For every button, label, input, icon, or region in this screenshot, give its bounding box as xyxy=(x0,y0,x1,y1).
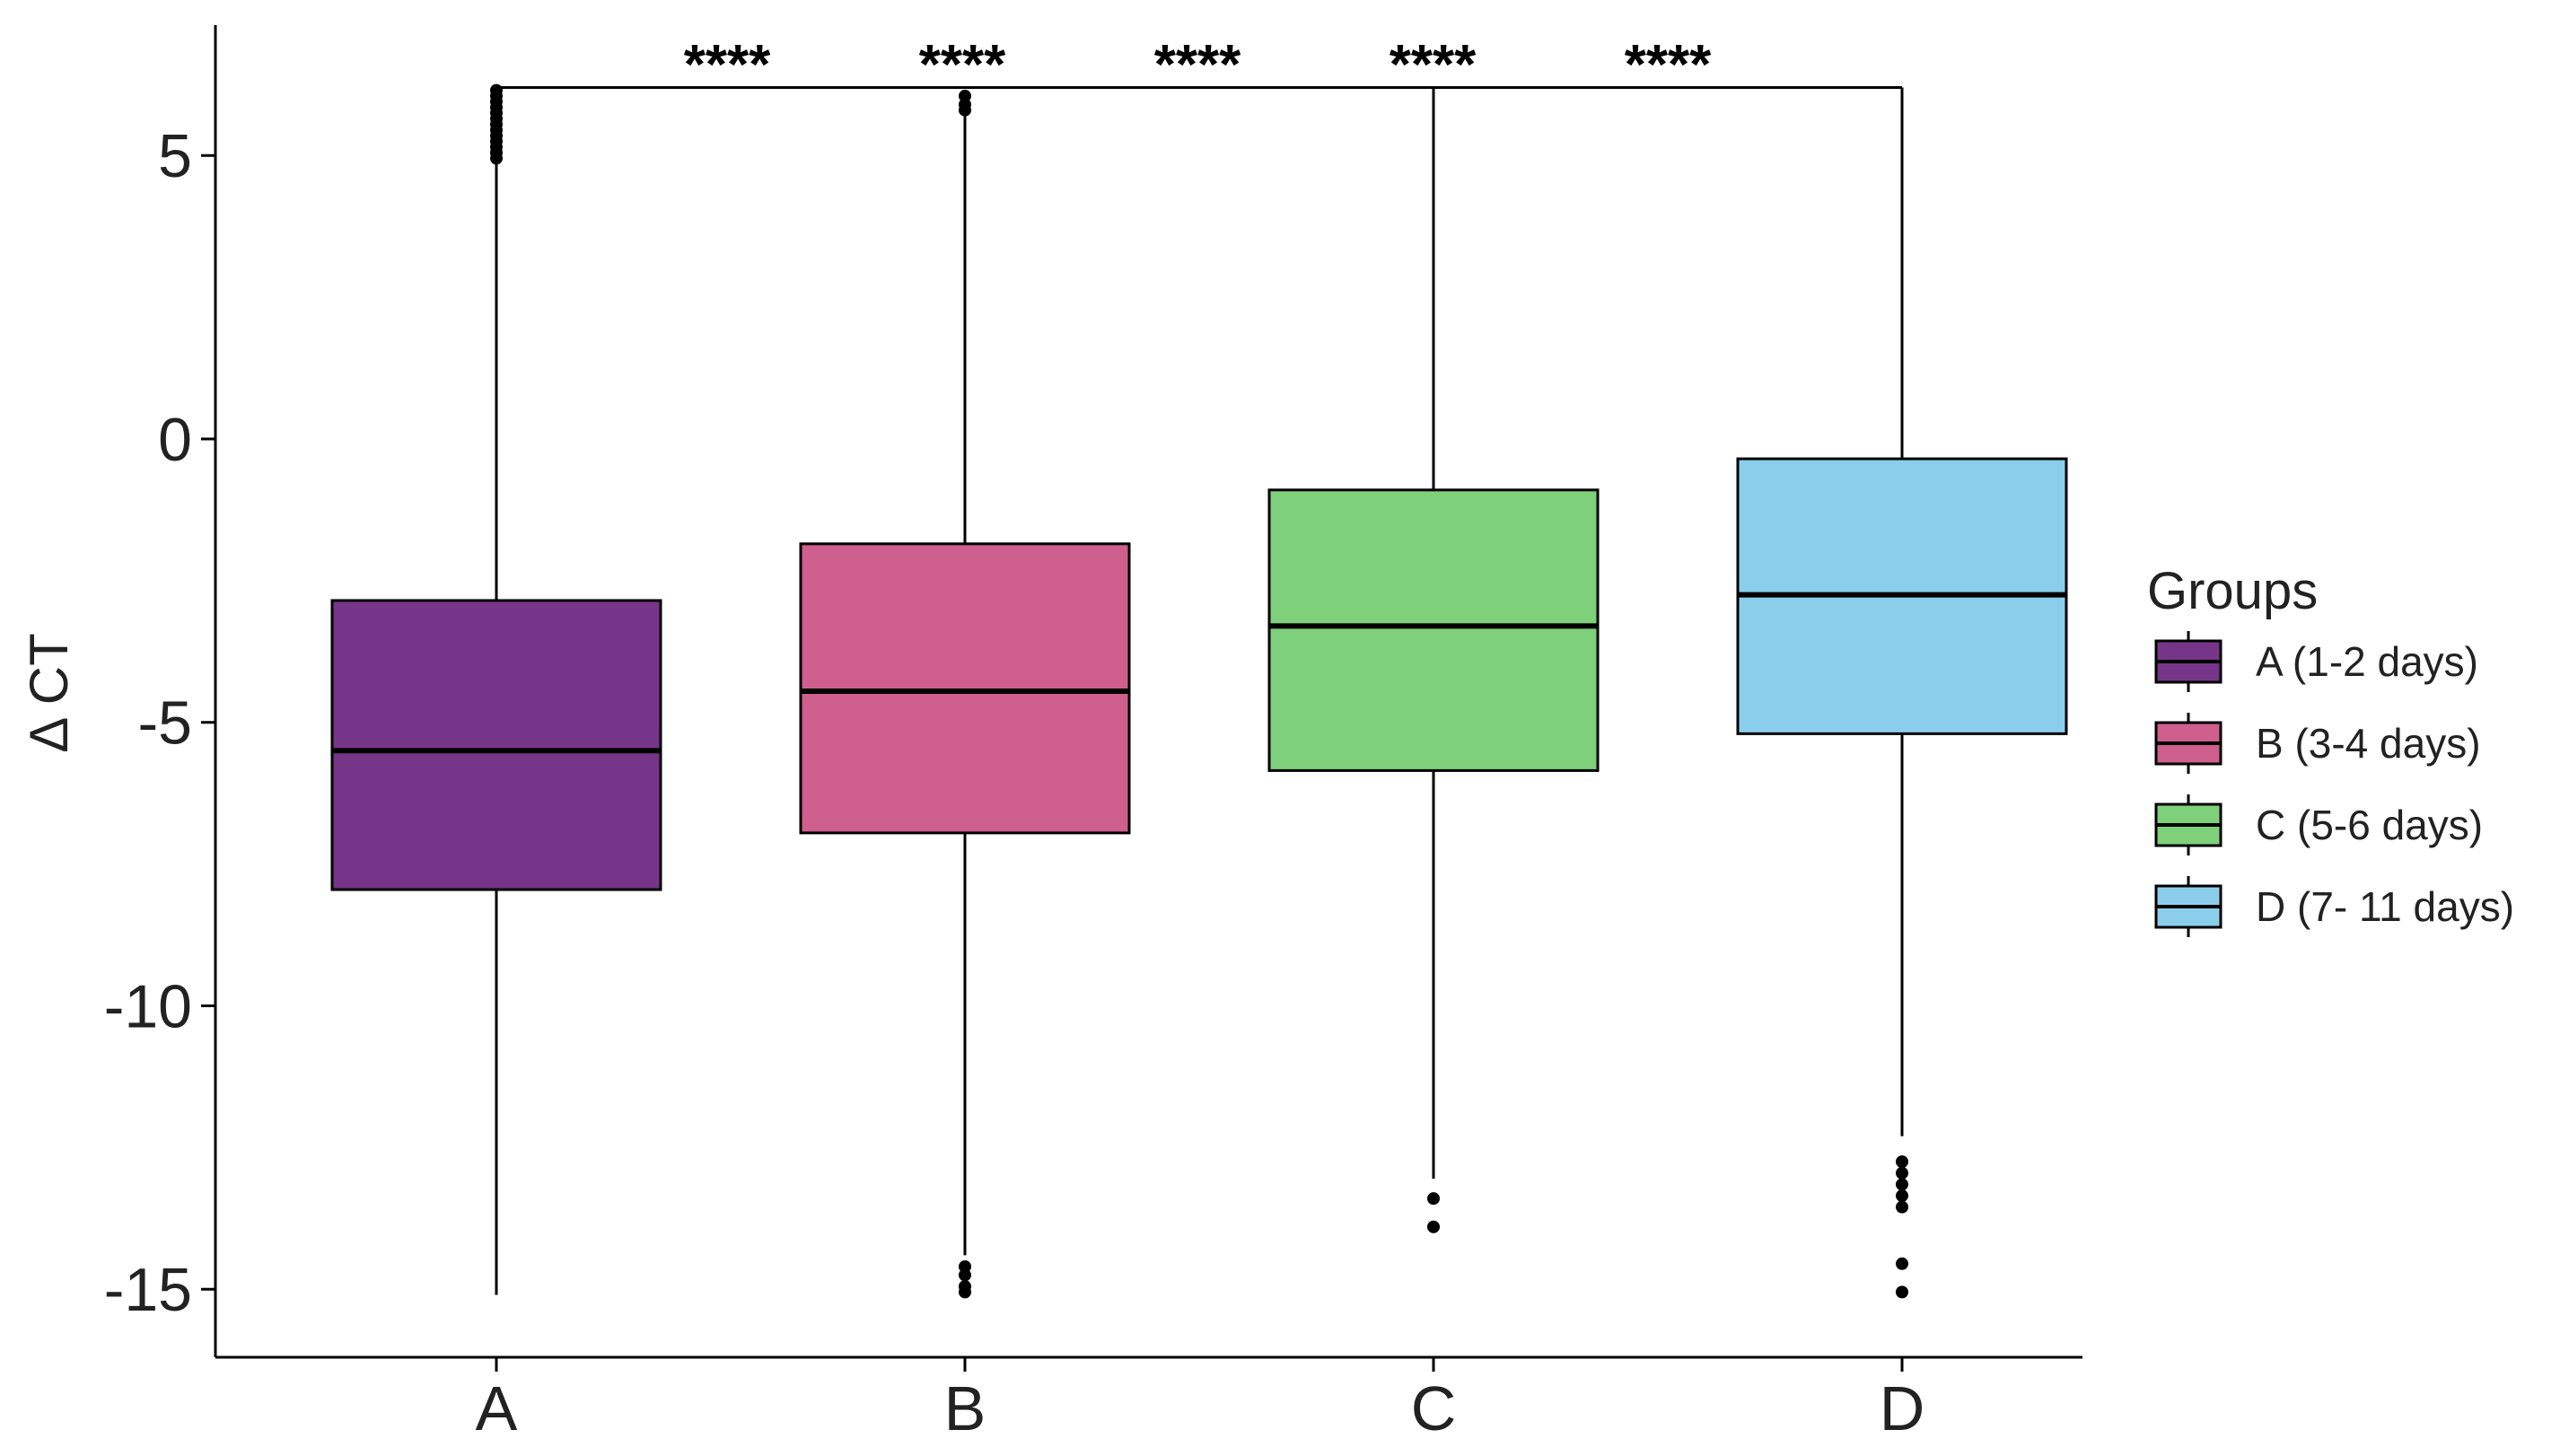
axes: 5 0 -5 -10 -15 A B C D Δ CT xyxy=(19,25,2082,1443)
legend-entry-label: B (3-4 days) xyxy=(2256,720,2481,767)
outlier-point xyxy=(1427,1220,1440,1233)
outlier-point xyxy=(959,89,971,102)
legend-entry-label: D (7- 11 days) xyxy=(2256,883,2514,930)
legend-entry-label: A (1-2 days) xyxy=(2256,638,2478,685)
outlier-point xyxy=(1896,1155,1908,1169)
y-tick-label: 0 xyxy=(158,406,192,474)
outlier-point xyxy=(1896,1178,1908,1191)
box-a xyxy=(330,599,662,891)
plot-area: **** **** **** **** **** xyxy=(330,34,2068,1299)
y-tick-label: -15 xyxy=(104,1256,192,1324)
significance-label: **** xyxy=(1390,34,1477,96)
y-tick-label: 5 xyxy=(158,122,192,190)
legend-entry-label: C (5-6 days) xyxy=(2256,802,2483,848)
significance-label: **** xyxy=(919,34,1006,96)
legend: Groups A (1-2 days) B (3-4 days) C (5-6 day… xyxy=(2147,562,2514,937)
outlier-point xyxy=(1896,1200,1908,1214)
outlier-point xyxy=(1896,1166,1908,1180)
significance-label: **** xyxy=(1625,34,1712,96)
outlier-point xyxy=(1896,1285,1908,1299)
significance-label: **** xyxy=(684,34,771,96)
x-tick-label: B xyxy=(944,1373,986,1443)
outlier-point xyxy=(959,1268,971,1282)
outlier-point xyxy=(1427,1192,1440,1206)
outlier-point xyxy=(1896,1189,1908,1203)
outlier-point xyxy=(1896,1257,1908,1270)
legend-title: Groups xyxy=(2147,562,2318,620)
outlier-point xyxy=(959,1285,971,1299)
x-tick-label: A xyxy=(476,1373,518,1443)
x-tick-label: D xyxy=(1880,1373,1925,1443)
box-b xyxy=(799,542,1131,835)
box-c xyxy=(1267,488,1600,772)
outlier-point xyxy=(490,83,503,97)
significance-label: **** xyxy=(1154,34,1241,96)
y-tick-label: -5 xyxy=(138,689,192,758)
y-tick-label: -10 xyxy=(104,972,192,1040)
x-tick-label: C xyxy=(1411,1373,1457,1443)
y-axis-label: Δ CT xyxy=(19,633,79,752)
